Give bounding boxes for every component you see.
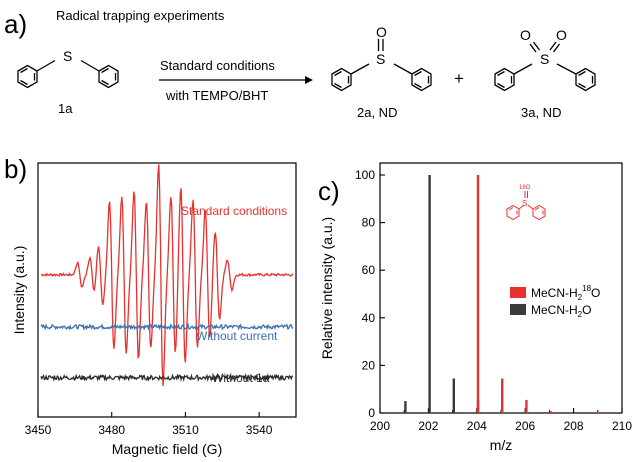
panel-b-plot-frame [37,162,297,418]
legend-swatch-h2o [510,304,526,315]
panel-b-series-label-without-1a: Without 1a [212,371,270,385]
arrow-conditions-bottom: with TEMPO/BHT [165,88,268,103]
panel-b: b) 3450 3480 3510 3540 Intensity (a.u.) Mag… [4,154,297,457]
compound-1a [17,59,119,89]
b-series-line-2 [40,372,294,383]
panel-b-x-ticks: 3450 3480 3510 3540 [25,412,273,437]
panel-c-inset-s-atom: S [522,199,527,208]
legend-label-h2o: MeCN-H2O [531,303,591,319]
c-y-tick-label: 100 [355,168,375,182]
legend-swatch-h2-18o [510,287,526,298]
c-x-tick-label: 208 [564,419,584,433]
compound-2a-s-atom: S [376,51,385,67]
panel-c-bars [404,175,599,413]
compound-1a-ring-right [98,64,119,89]
plus-sign: + [454,69,464,88]
c-x-tick-label: 200 [370,419,390,433]
compound-3a-o-atom-right: O [556,27,567,43]
compound-2a-o-atom: O [376,24,387,40]
compound-2a [331,39,432,92]
b-x-tick-label: 3510 [172,423,199,437]
c-y-tick-label: 60 [362,263,376,277]
panel-c-inset-o-label: 18O [519,185,531,191]
panel-c: c) 200 202 204 206 208 210 0 20 40 60 80 100 Relati… [318,162,632,453]
reaction-arrow-head [305,76,313,84]
panel-a-label: a) [4,9,27,39]
compound-1a-s-atom: S [63,48,72,64]
panel-a-title: Radical trapping experiments [56,8,225,23]
compound-3a-s-atom: S [540,51,549,67]
panel-b-label: b) [4,154,27,184]
compound-2a-label: 2a, ND [357,105,397,120]
c-y-tick-label: 40 [362,311,376,325]
panel-b-series [40,164,294,387]
panel-c-ylabel: Relative intensity (a.u.) [319,217,335,359]
panel-a: a) Radical trapping experiments S 1a Sta… [4,8,596,120]
panel-c-legend: MeCN-H218O MeCN-H2O [510,284,600,319]
b-series-line-1 [40,322,294,332]
panel-b-series-label-standard: Standard conditions [181,204,287,218]
c-y-tick-label: 0 [368,406,375,420]
panel-b-series-label-without-current: Without current [196,329,278,343]
panel-b-ylabel: Intensity (a.u.) [11,246,27,335]
panel-b-xlabel: Magnetic field (G) [112,441,222,457]
legend-label-h2-18o: MeCN-H218O [531,284,600,302]
panel-c-label: c) [318,176,340,206]
panel-c-inset-molecule [506,191,546,221]
compound-1a-label: 1a [58,101,73,116]
b-x-tick-label: 3480 [98,423,125,437]
b-x-tick-label: 3540 [246,423,273,437]
compound-3a-o-atom-left: O [520,27,531,43]
c-y-tick-label: 80 [362,216,376,230]
c-x-tick-label: 204 [467,419,487,433]
panel-c-axes-ticks: 200 202 204 206 208 210 0 20 40 60 80 100 [355,168,632,433]
compound-1a-ring-left [17,64,38,89]
compound-3a-label: 3a, ND [521,105,561,120]
b-series-line-0 [40,164,294,387]
compound-3a [494,41,596,92]
c-x-tick-label: 210 [612,419,632,433]
panel-c-xlabel: m/z [490,437,513,453]
c-y-tick-label: 20 [362,358,376,372]
c-x-tick-label: 206 [515,419,535,433]
c-x-tick-label: 202 [418,419,438,433]
b-x-tick-label: 3450 [25,423,52,437]
arrow-conditions-top: Standard conditions [160,58,275,73]
